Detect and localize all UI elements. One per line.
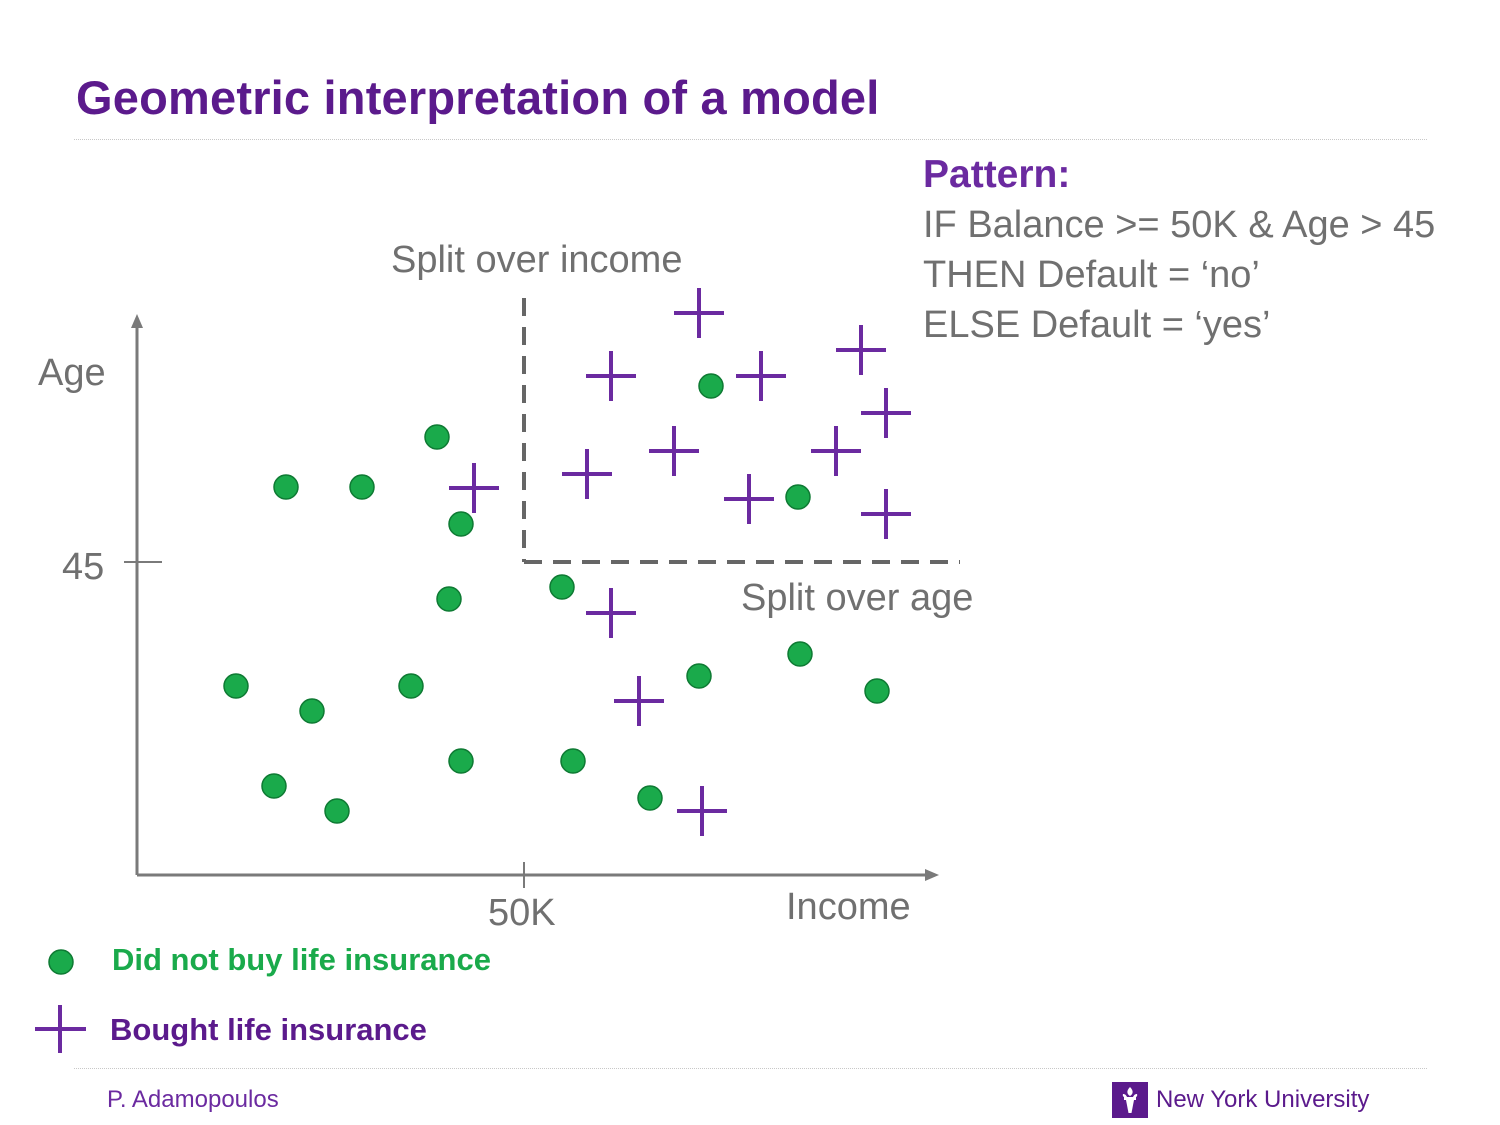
y-axis-label: Age bbox=[38, 352, 106, 394]
data-marks bbox=[223, 288, 911, 836]
bought-point bbox=[674, 288, 724, 338]
not-bought-point bbox=[785, 484, 811, 510]
pattern-line-then: THEN Default = ‘no’ bbox=[923, 254, 1260, 296]
legend-circle-marker bbox=[48, 949, 74, 975]
bought-point bbox=[677, 786, 727, 836]
pattern-line-if: IF Balance >= 50K & Age > 45 bbox=[923, 204, 1436, 246]
not-bought-point bbox=[436, 586, 462, 612]
x-tick-label-50k: 50K bbox=[488, 892, 556, 934]
not-bought-point bbox=[448, 748, 474, 774]
bought-point bbox=[836, 325, 886, 375]
footer-author: P. Adamopoulos bbox=[107, 1086, 279, 1113]
x-axis-label: Income bbox=[786, 886, 911, 928]
y-tick-label-45: 45 bbox=[62, 546, 104, 588]
not-bought-point bbox=[448, 511, 474, 537]
not-bought-point bbox=[560, 748, 586, 774]
bought-point bbox=[811, 426, 861, 476]
university-name: New York University bbox=[1156, 1086, 1370, 1113]
not-bought-point bbox=[299, 698, 325, 724]
age-split-annotation: Split over age bbox=[741, 577, 973, 619]
footer-university: New York University bbox=[1112, 1082, 1369, 1118]
not-bought-point bbox=[424, 424, 450, 450]
legend-plus-marker bbox=[35, 1005, 86, 1053]
not-bought-point bbox=[261, 773, 287, 799]
not-bought-point bbox=[686, 663, 712, 689]
bought-point bbox=[724, 474, 774, 524]
not-bought-point bbox=[324, 798, 350, 824]
plot-axes bbox=[124, 314, 939, 888]
nyu-torch-icon bbox=[1112, 1082, 1148, 1118]
bought-point bbox=[736, 351, 786, 401]
income-split-annotation: Split over income bbox=[391, 239, 682, 281]
bought-point bbox=[449, 463, 499, 513]
not-bought-point bbox=[549, 574, 575, 600]
footer-divider bbox=[74, 1068, 1427, 1069]
bought-point bbox=[861, 388, 911, 438]
bought-point bbox=[649, 426, 699, 476]
bought-point bbox=[562, 449, 612, 499]
legend-not-bought: Did not buy life insurance bbox=[112, 942, 491, 977]
split-lines bbox=[522, 298, 960, 564]
bought-point bbox=[614, 676, 664, 726]
bought-point bbox=[861, 489, 911, 539]
not-bought-point bbox=[349, 474, 375, 500]
not-bought-point bbox=[637, 785, 663, 811]
not-bought-point bbox=[223, 673, 249, 699]
y-axis-arrow bbox=[131, 314, 143, 328]
not-bought-point bbox=[398, 673, 424, 699]
legend-bought: Bought life insurance bbox=[110, 1012, 427, 1047]
title-divider bbox=[74, 139, 1427, 140]
not-bought-point bbox=[698, 373, 724, 399]
slide-title: Geometric interpretation of a model bbox=[76, 71, 880, 124]
bought-point bbox=[586, 351, 636, 401]
pattern-line-else: ELSE Default = ‘yes’ bbox=[923, 304, 1271, 346]
pattern-heading: Pattern: bbox=[923, 153, 1071, 196]
x-axis-arrow bbox=[925, 869, 939, 881]
not-bought-point bbox=[787, 641, 813, 667]
not-bought-point bbox=[273, 474, 299, 500]
pattern-box: Pattern: IF Balance >= 50K & Age > 45 TH… bbox=[923, 150, 1493, 350]
not-bought-point bbox=[864, 678, 890, 704]
bought-point bbox=[586, 588, 636, 638]
